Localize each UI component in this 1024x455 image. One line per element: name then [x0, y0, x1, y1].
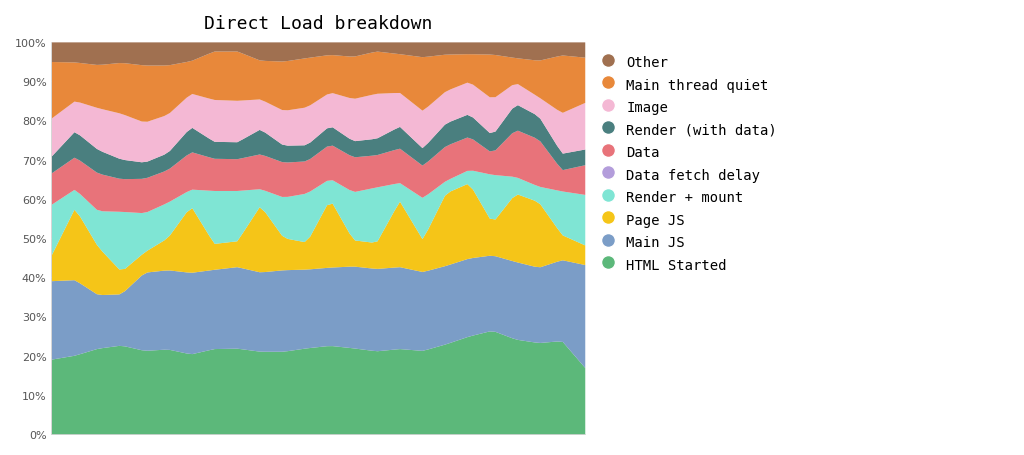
Legend: Other, Main thread quiet, Image, Render (with data), Data, Data fetch delay, Ren: Other, Main thread quiet, Image, Render …	[597, 50, 781, 277]
Title: Direct Load breakdown: Direct Load breakdown	[204, 15, 432, 33]
